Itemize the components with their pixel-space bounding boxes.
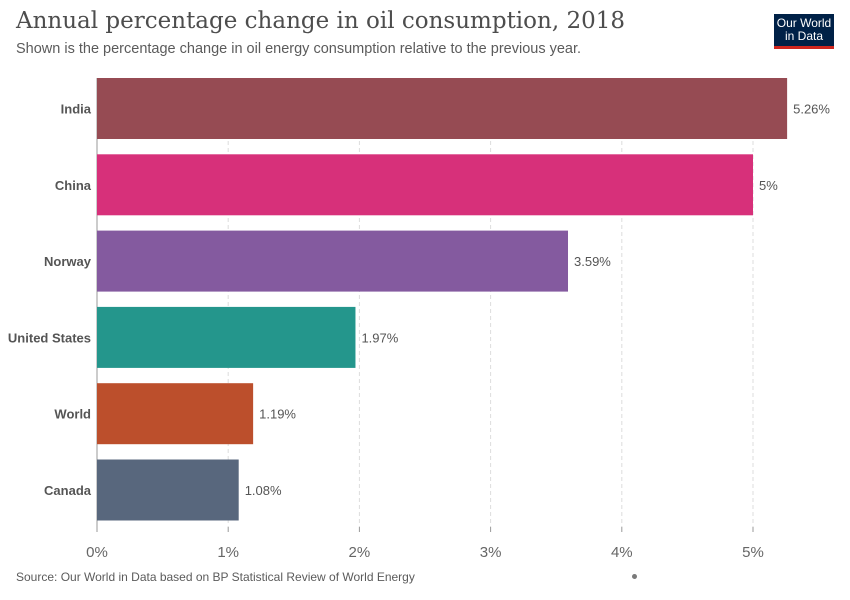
bar-china: [97, 154, 753, 216]
owid-logo[interactable]: Our World in Data: [774, 14, 834, 49]
bar-india: [97, 78, 788, 139]
value-label: 5.26%: [793, 102, 830, 117]
x-tick-label: 4%: [611, 544, 633, 561]
chart-subtitle: Shown is the percentage change in oil en…: [16, 41, 582, 57]
source-note[interactable]: Source: Our World in Data based on BP St…: [16, 570, 415, 584]
bar-united-states: [97, 306, 356, 368]
x-tick-label: 0%: [86, 544, 108, 561]
chart-title: Annual percentage change in oil consumpt…: [16, 8, 625, 34]
logo-line-2: in Data: [784, 29, 824, 43]
category-label: China: [55, 178, 92, 193]
value-label: 5%: [759, 178, 778, 193]
x-tick-label: 5%: [742, 544, 764, 561]
x-tick-label: 2%: [349, 544, 371, 561]
value-label: 3.59%: [574, 254, 611, 269]
category-label: Norway: [44, 254, 92, 269]
category-label: India: [61, 102, 92, 117]
logo-line-1: Our World: [776, 16, 832, 30]
value-label: 1.19%: [259, 407, 296, 422]
bar-canada: [97, 459, 239, 521]
x-tick-label: 1%: [217, 544, 239, 561]
x-tick-label: 3%: [480, 544, 502, 561]
category-label: World: [54, 407, 91, 422]
category-label: Canada: [44, 483, 92, 498]
category-label: United States: [8, 330, 91, 345]
bar-world: [97, 383, 254, 445]
menu-dot-icon: [632, 574, 637, 579]
value-label: 1.08%: [245, 483, 282, 498]
bar-norway: [97, 230, 569, 292]
value-label: 1.97%: [361, 330, 398, 345]
